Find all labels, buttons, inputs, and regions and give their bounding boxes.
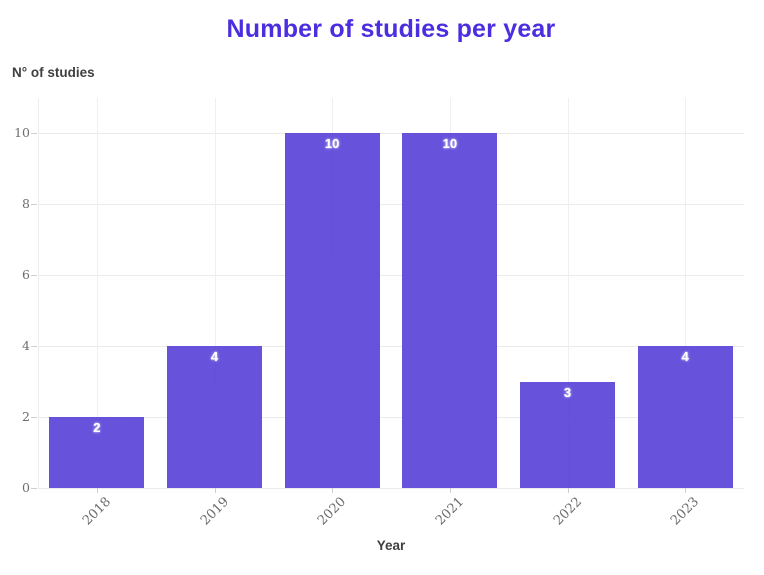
horizontal-gridline (38, 133, 744, 134)
y-tick-label: 10 (14, 125, 30, 140)
vertical-gridline (685, 98, 687, 488)
y-tick-label: 4 (22, 338, 30, 353)
y-tick-mark (31, 417, 37, 418)
x-tick-mark (332, 488, 334, 493)
y-axis-line (38, 98, 39, 488)
x-tick-mark (449, 488, 451, 493)
y-tick-mark (31, 204, 37, 205)
bar-value-label: 10 (324, 136, 340, 151)
bar-2022: 3 (520, 381, 615, 488)
y-tick-label: 0 (22, 480, 30, 495)
bar-2020: 10 (284, 133, 380, 488)
y-tick-mark (31, 275, 37, 276)
vertical-gridline (567, 98, 569, 488)
horizontal-gridline (38, 488, 744, 489)
vertical-gridline (214, 98, 216, 488)
horizontal-gridline (38, 417, 744, 418)
bar-2018: 2 (49, 417, 145, 488)
bar-value-label: 2 (93, 420, 101, 435)
y-tick-label: 6 (22, 267, 30, 282)
bar-2023: 4 (637, 346, 733, 488)
bar-value-label: 3 (563, 384, 572, 400)
y-tick-label: 2 (22, 409, 30, 424)
horizontal-gridline (38, 204, 744, 205)
horizontal-gridline (38, 346, 744, 347)
x-axis-title: Year (376, 538, 406, 553)
chart-title: Number of studies per year (226, 15, 556, 43)
bar-value-label: 4 (210, 349, 219, 364)
plot-area: 2 2018 4 2019 10 2020 10 2021 3 2022 4 2023 (31, 98, 744, 529)
y-tick-label: 8 (22, 196, 30, 211)
vertical-gridline (96, 98, 98, 488)
bar-value-label: 4 (681, 349, 689, 364)
bar-2021: 10 (402, 133, 498, 488)
x-tick-mark (685, 488, 687, 493)
x-tick-mark (96, 488, 98, 493)
x-tick-mark (214, 488, 216, 493)
y-tick-mark (31, 346, 37, 347)
bar-value-label: 10 (442, 136, 458, 151)
horizontal-gridline (38, 275, 744, 276)
x-tick-mark (567, 488, 569, 493)
y-tick-mark (31, 488, 37, 489)
y-tick-mark (31, 133, 37, 134)
y-axis-title: N° of studies (12, 65, 95, 80)
bar-2019: 4 (167, 346, 262, 488)
